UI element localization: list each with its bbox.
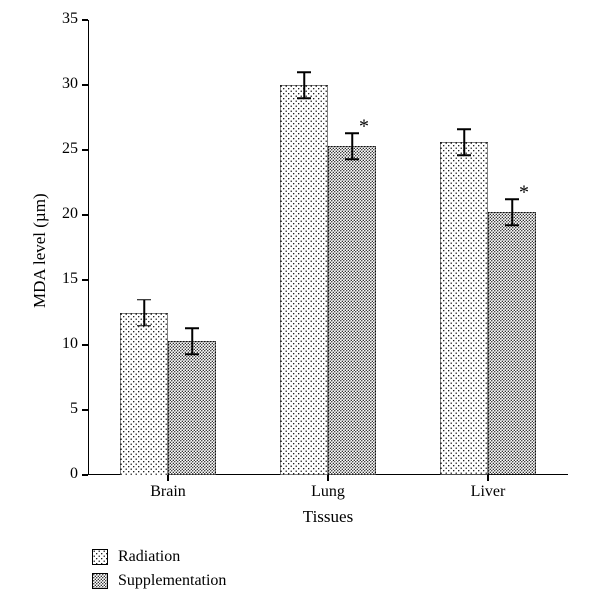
x-tick bbox=[487, 475, 489, 481]
error-cap bbox=[457, 128, 471, 130]
y-tick-label: 10 bbox=[48, 335, 78, 353]
error-bar bbox=[351, 133, 353, 159]
y-tick bbox=[82, 279, 88, 281]
y-tick-label: 15 bbox=[48, 270, 78, 288]
y-tick bbox=[82, 214, 88, 216]
error-cap bbox=[297, 97, 311, 99]
x-tick-label: Brain bbox=[150, 483, 186, 501]
x-tick-label: Lung bbox=[311, 483, 345, 501]
error-cap bbox=[345, 158, 359, 160]
y-tick-label: 35 bbox=[48, 10, 78, 28]
bar bbox=[440, 142, 488, 475]
mda-bar-chart: MDA level (µm) Tissues Radiation Suppleme… bbox=[0, 0, 600, 615]
y-tick bbox=[82, 149, 88, 151]
bar bbox=[328, 146, 376, 475]
error-cap bbox=[185, 353, 199, 355]
error-cap bbox=[457, 154, 471, 156]
y-tick bbox=[82, 344, 88, 346]
y-tick-label: 25 bbox=[48, 140, 78, 158]
y-tick bbox=[82, 19, 88, 21]
error-cap bbox=[505, 199, 519, 201]
y-tick bbox=[82, 84, 88, 86]
bar bbox=[280, 85, 328, 475]
bar bbox=[488, 212, 536, 475]
error-cap bbox=[505, 225, 519, 227]
y-tick-label: 5 bbox=[48, 400, 78, 418]
error-cap bbox=[345, 132, 359, 134]
x-tick-label: Liver bbox=[471, 483, 506, 501]
y-axis-label: MDA level (µm) bbox=[30, 193, 50, 308]
legend-label: Radiation bbox=[118, 548, 180, 566]
x-tick bbox=[327, 475, 329, 481]
x-axis-label: Tissues bbox=[303, 507, 353, 527]
legend-label: Supplementation bbox=[118, 572, 226, 590]
error-bar bbox=[303, 72, 305, 98]
y-tick-label: 20 bbox=[48, 205, 78, 223]
y-tick-label: 30 bbox=[48, 75, 78, 93]
y-tick bbox=[82, 474, 88, 476]
y-tick bbox=[82, 409, 88, 411]
legend-swatch bbox=[92, 573, 108, 589]
error-bar bbox=[463, 129, 465, 155]
error-bar bbox=[191, 328, 193, 354]
error-bar bbox=[511, 199, 513, 225]
error-bar bbox=[143, 300, 145, 326]
legend-item: Supplementation bbox=[92, 572, 226, 590]
y-tick-label: 0 bbox=[48, 465, 78, 483]
error-cap bbox=[137, 325, 151, 327]
error-cap bbox=[137, 299, 151, 301]
legend: Radiation Supplementation bbox=[92, 548, 226, 596]
x-tick bbox=[167, 475, 169, 481]
error-cap bbox=[297, 71, 311, 73]
significance-marker: * bbox=[519, 182, 529, 205]
error-cap bbox=[185, 327, 199, 329]
legend-item: Radiation bbox=[92, 548, 226, 566]
bar bbox=[120, 313, 168, 476]
bar bbox=[168, 341, 216, 475]
legend-swatch bbox=[92, 549, 108, 565]
significance-marker: * bbox=[359, 116, 369, 139]
